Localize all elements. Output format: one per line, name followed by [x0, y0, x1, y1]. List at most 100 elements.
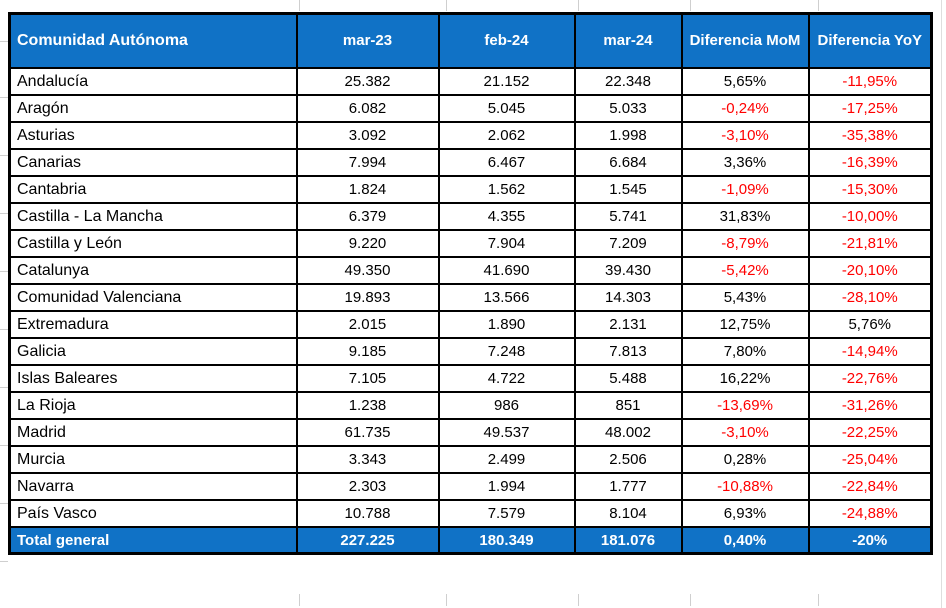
table-row: Castilla y León 9.220 7.904 7.209 -8,79% -21,…: [8, 229, 933, 258]
mar23-cell: 1.238: [295, 391, 440, 420]
mar24-cell: 8.104: [573, 499, 683, 528]
total-mar24-cell: 181.076: [573, 526, 683, 555]
mar24-cell: 39.430: [573, 256, 683, 285]
feb24-cell: 7.904: [437, 229, 576, 258]
mar23-cell: 2.015: [295, 310, 440, 339]
diferencia-mom-cell: 31,83%: [680, 202, 810, 231]
gridline-stub: [941, 0, 942, 608]
table-row: Castilla - La Mancha 6.379 4.355 5.741 31,83…: [8, 202, 933, 231]
mar24-cell: 5.033: [573, 94, 683, 123]
region-name-cell: Islas Baleares: [8, 364, 298, 393]
mar24-cell: 1.998: [573, 121, 683, 150]
gridline-stub: [818, 0, 819, 11]
mar23-cell: 61.735: [295, 418, 440, 447]
table-row: Andalucía 25.382 21.152 22.348 5,65% -11,95%: [8, 67, 933, 96]
mar23-cell: 2.303: [295, 472, 440, 501]
diferencia-yoy-cell: -11,95%: [807, 67, 933, 96]
diferencia-mom-cell: 16,22%: [680, 364, 810, 393]
table-row: Asturias 3.092 2.062 1.998 -3,10% -35,38%: [8, 121, 933, 150]
mar23-cell: 9.220: [295, 229, 440, 258]
total-yoy-cell: -20%: [807, 526, 933, 555]
diferencia-mom-cell: -8,79%: [680, 229, 810, 258]
column-header-diferencia-mom: Diferencia MoM: [680, 12, 810, 69]
table-row: Navarra 2.303 1.994 1.777 -10,88% -22,84%: [8, 472, 933, 501]
diferencia-yoy-cell: -35,38%: [807, 121, 933, 150]
diferencia-yoy-cell: -22,25%: [807, 418, 933, 447]
mar23-cell: 9.185: [295, 337, 440, 366]
diferencia-yoy-cell: -24,88%: [807, 499, 933, 528]
region-name-cell: Extremadura: [8, 310, 298, 339]
gridline-stub: [0, 561, 8, 562]
gridline-stub: [299, 594, 300, 606]
table-row: País Vasco 10.788 7.579 8.104 6,93% -24,88%: [8, 499, 933, 528]
diferencia-mom-cell: 7,80%: [680, 337, 810, 366]
mar24-cell: 7.209: [573, 229, 683, 258]
table-row: Galicia 9.185 7.248 7.813 7,80% -14,94%: [8, 337, 933, 366]
diferencia-mom-cell: -3,10%: [680, 418, 810, 447]
feb24-cell: 4.722: [437, 364, 576, 393]
mar23-cell: 10.788: [295, 499, 440, 528]
mar23-cell: 19.893: [295, 283, 440, 312]
feb24-cell: 6.467: [437, 148, 576, 177]
feb24-cell: 21.152: [437, 67, 576, 96]
region-name-cell: País Vasco: [8, 499, 298, 528]
diferencia-yoy-cell: -28,10%: [807, 283, 933, 312]
feb24-cell: 5.045: [437, 94, 576, 123]
region-name-cell: Murcia: [8, 445, 298, 474]
column-header-mar24: mar-24: [573, 12, 683, 69]
mar24-cell: 14.303: [573, 283, 683, 312]
gridline-stub: [446, 0, 447, 11]
diferencia-yoy-cell: -31,26%: [807, 391, 933, 420]
mar24-cell: 7.813: [573, 337, 683, 366]
column-header-feb24: feb-24: [437, 12, 576, 69]
column-header-comunidad: Comunidad Autónoma: [8, 12, 298, 69]
diferencia-yoy-cell: -10,00%: [807, 202, 933, 231]
feb24-cell: 7.248: [437, 337, 576, 366]
table-row: Extremadura 2.015 1.890 2.131 12,75% 5,76%: [8, 310, 933, 339]
gridline-stub: [0, 155, 8, 156]
gridline-stub: [0, 445, 8, 446]
region-name-cell: Asturias: [8, 121, 298, 150]
mar24-cell: 48.002: [573, 418, 683, 447]
diferencia-mom-cell: -3,10%: [680, 121, 810, 150]
gridline-stub: [690, 594, 691, 606]
total-label-cell: Total general: [8, 526, 298, 555]
mar24-cell: 2.131: [573, 310, 683, 339]
feb24-cell: 1.562: [437, 175, 576, 204]
feb24-cell: 986: [437, 391, 576, 420]
feb24-cell: 4.355: [437, 202, 576, 231]
region-name-cell: Castilla y León: [8, 229, 298, 258]
diferencia-mom-cell: -1,09%: [680, 175, 810, 204]
table-row: La Rioja 1.238 986 851 -13,69% -31,26%: [8, 391, 933, 420]
gridline-stub: [578, 594, 579, 606]
total-row: Total general 227.225 180.349 181.076 0,…: [8, 526, 933, 555]
diferencia-yoy-cell: -16,39%: [807, 148, 933, 177]
table-row: Islas Baleares 7.105 4.722 5.488 16,22% -22,7…: [8, 364, 933, 393]
gridline-stub: [0, 329, 8, 330]
gridline-stub: [578, 0, 579, 11]
diferencia-mom-cell: -10,88%: [680, 472, 810, 501]
diferencia-yoy-cell: 5,76%: [807, 310, 933, 339]
feb24-cell: 7.579: [437, 499, 576, 528]
total-mom-cell: 0,40%: [680, 526, 810, 555]
table-row: Murcia 3.343 2.499 2.506 0,28% -25,04%: [8, 445, 933, 474]
total-mar23-cell: 227.225: [295, 526, 440, 555]
total-feb24-cell: 180.349: [437, 526, 576, 555]
region-name-cell: Navarra: [8, 472, 298, 501]
region-name-cell: La Rioja: [8, 391, 298, 420]
region-name-cell: Catalunya: [8, 256, 298, 285]
diferencia-yoy-cell: -14,94%: [807, 337, 933, 366]
gridline-stub: [0, 97, 8, 98]
mar24-cell: 5.488: [573, 364, 683, 393]
region-name-cell: Galicia: [8, 337, 298, 366]
feb24-cell: 1.994: [437, 472, 576, 501]
diferencia-yoy-cell: -25,04%: [807, 445, 933, 474]
diferencia-yoy-cell: -17,25%: [807, 94, 933, 123]
mar23-cell: 7.994: [295, 148, 440, 177]
table-row: Madrid 61.735 49.537 48.002 -3,10% -22,25%: [8, 418, 933, 447]
diferencia-yoy-cell: -15,30%: [807, 175, 933, 204]
region-name-cell: Andalucía: [8, 67, 298, 96]
region-name-cell: Madrid: [8, 418, 298, 447]
diferencia-mom-cell: 0,28%: [680, 445, 810, 474]
region-name-cell: Cantabria: [8, 175, 298, 204]
